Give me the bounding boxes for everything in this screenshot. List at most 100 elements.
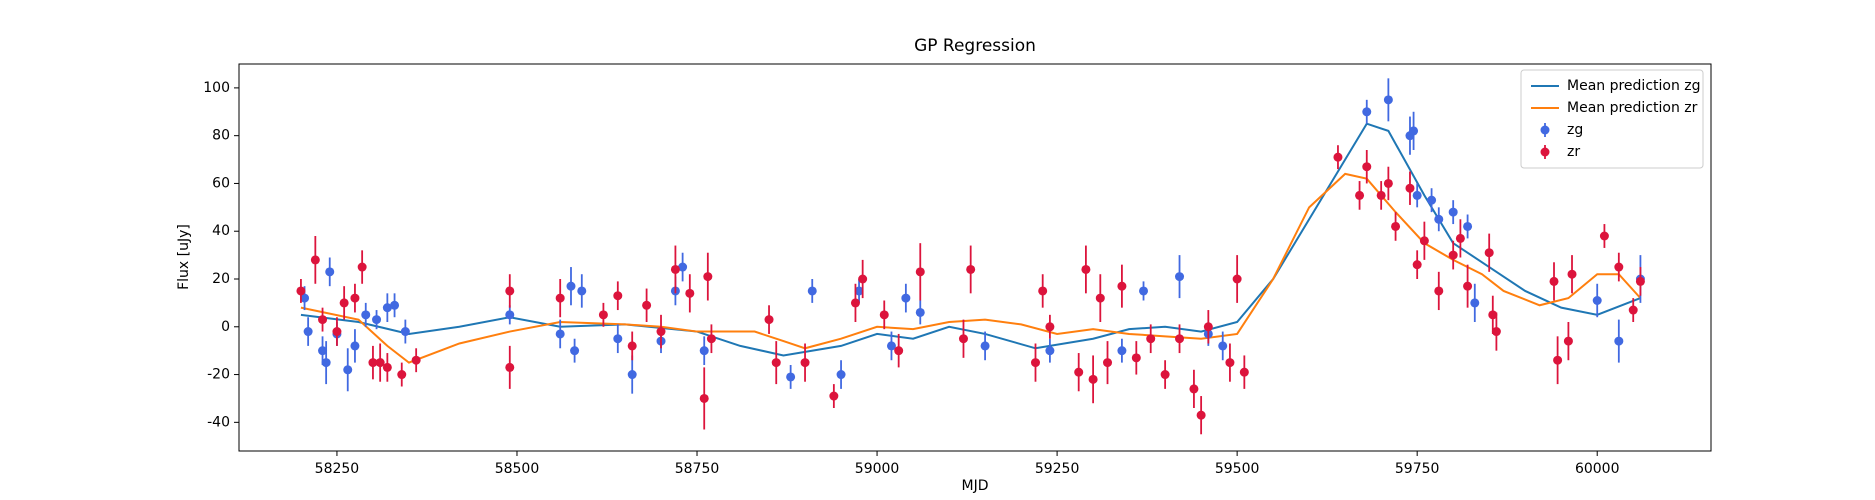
data-point [1614, 336, 1624, 346]
data-point [1333, 152, 1343, 162]
data-point [1088, 374, 1098, 384]
data-point [1196, 410, 1206, 420]
data-point [1383, 178, 1393, 188]
data-point [1203, 322, 1213, 332]
data-point [300, 293, 310, 303]
data-point [296, 286, 306, 296]
data-point [1218, 341, 1228, 351]
data-point [642, 300, 652, 310]
data-point [321, 358, 331, 368]
data-point [372, 315, 382, 325]
data-point [368, 358, 378, 368]
data-point [699, 393, 709, 403]
data-point [1232, 274, 1242, 284]
data-point [375, 358, 385, 368]
data-point [1592, 296, 1602, 305]
data-point [980, 341, 990, 351]
data-point [1491, 327, 1501, 337]
data-point [771, 358, 781, 368]
data-point [505, 362, 515, 372]
data-point [1448, 207, 1458, 217]
data-point [332, 327, 342, 337]
data-point [310, 255, 320, 265]
data-point [303, 327, 313, 337]
data-point [879, 310, 889, 320]
data-point [1427, 195, 1437, 205]
data-point [656, 327, 666, 337]
data-point [505, 310, 515, 320]
data-point [1412, 190, 1422, 200]
x-axis-label: MJD [962, 478, 989, 494]
data-point [1376, 190, 1386, 200]
data-point [318, 315, 328, 325]
data-point [390, 300, 400, 310]
data-point [1175, 272, 1185, 282]
data-point [1567, 269, 1577, 279]
data-point [566, 281, 576, 291]
data-point [901, 293, 911, 303]
mean-line [300, 122, 1641, 357]
plot-frame [238, 63, 1712, 452]
data-point [829, 391, 839, 401]
data-point [505, 286, 515, 296]
data-point [1362, 162, 1372, 172]
data-point [966, 264, 976, 274]
data-point [1635, 276, 1645, 286]
x-tick-label: 59750 [1395, 461, 1440, 477]
data-point [555, 329, 565, 339]
data-point [1599, 231, 1609, 241]
y-tick-label: -40 [207, 414, 230, 430]
x-tick-label: 58250 [315, 461, 360, 477]
data-point [382, 362, 392, 372]
data-point [800, 358, 810, 368]
data-point [1030, 358, 1040, 368]
legend-label: zg [1567, 122, 1583, 138]
data-point [1131, 353, 1141, 363]
data-point [555, 293, 565, 303]
data-point [1175, 334, 1185, 344]
data-point [1117, 281, 1127, 291]
data-point [1117, 346, 1127, 356]
data-point [1189, 384, 1199, 394]
data-point [318, 346, 328, 356]
y-tick-label: 80 [212, 128, 230, 144]
legend-label: Mean prediction zr [1567, 100, 1698, 116]
data-point [678, 262, 688, 272]
data-point [1455, 233, 1465, 243]
data-point [1391, 221, 1401, 231]
x-tick-label: 59500 [1215, 461, 1260, 477]
data-point [598, 310, 608, 320]
data-point [1045, 346, 1055, 356]
data-point [1355, 190, 1365, 200]
x-tick-label: 59250 [1035, 461, 1080, 477]
x-tick-label: 58500 [495, 461, 540, 477]
data-point [854, 286, 864, 296]
data-point [807, 286, 817, 296]
data-point [613, 334, 623, 344]
data-point [339, 298, 349, 308]
data-point [850, 298, 860, 308]
data-point [627, 341, 637, 351]
data-point [1225, 358, 1235, 368]
data-point [1146, 334, 1156, 344]
data-point [1563, 336, 1573, 346]
mean-line [300, 172, 1642, 364]
data-point [786, 372, 796, 382]
data-point [350, 341, 360, 351]
data-point [1434, 286, 1444, 296]
y-tick-label: -20 [207, 367, 230, 383]
x-tick-label: 60000 [1575, 461, 1620, 477]
data-point [570, 346, 580, 356]
data-point [1463, 221, 1473, 231]
data-point [1405, 183, 1415, 193]
data-point [1045, 322, 1055, 332]
y-tick-label: 0 [221, 319, 230, 335]
data-point [1409, 126, 1419, 136]
data-point [858, 274, 868, 284]
data-point [357, 262, 367, 272]
data-point [411, 355, 421, 365]
data-point [613, 291, 623, 301]
data-point [1239, 367, 1249, 377]
data-point [699, 346, 709, 356]
